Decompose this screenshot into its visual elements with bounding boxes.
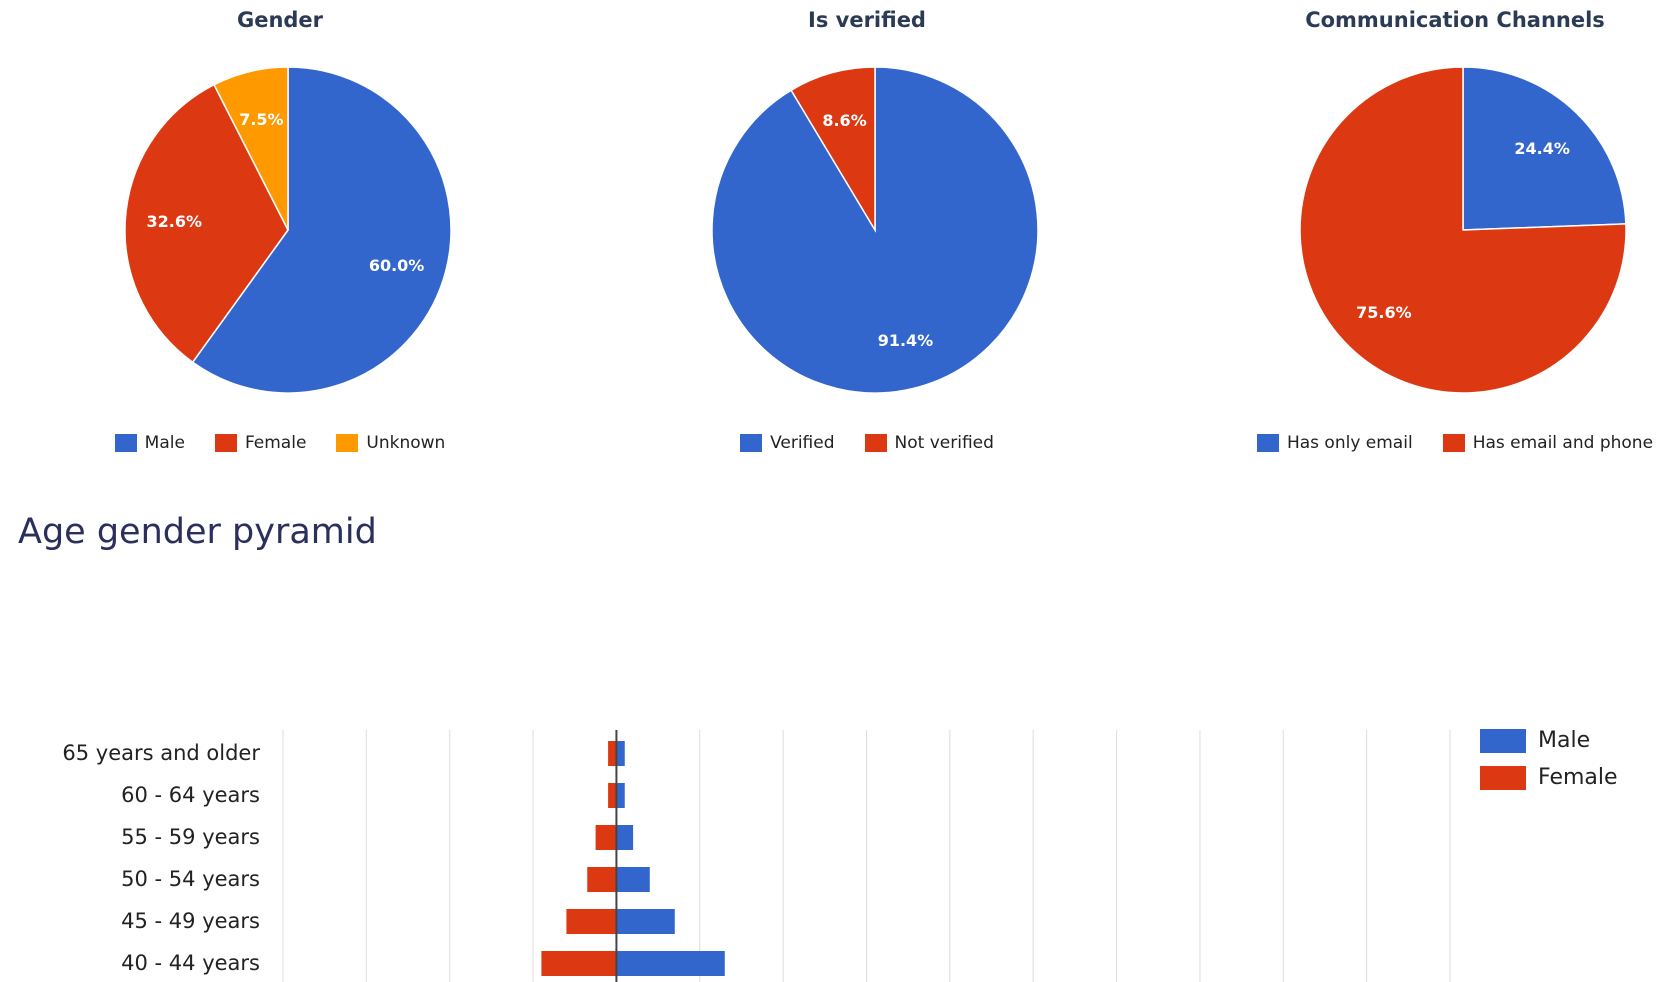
legend-item: Verified — [740, 433, 835, 453]
pie-slice-female — [124, 83, 289, 364]
pie-slice-has-only-email — [1462, 66, 1627, 231]
legend-swatch — [740, 434, 763, 452]
pie-slice-label: 8.6% — [822, 111, 866, 130]
legend-item: Male — [114, 433, 185, 453]
legend-swatch — [336, 434, 359, 452]
bar-male — [616, 909, 675, 934]
legend-swatch — [864, 434, 887, 452]
pie-slice-label: 60.0% — [369, 256, 425, 275]
legend-item-male: Male — [1480, 728, 1618, 753]
pie-chart-gender: Gender 60.0% 32.6% 7.5% Male Female Unknown — [0, 0, 560, 470]
legend-swatch — [214, 434, 237, 452]
bar-male — [616, 825, 634, 850]
bar-female — [608, 741, 617, 766]
pie-slice-label: 7.5% — [239, 110, 283, 129]
legend-swatch — [114, 434, 137, 452]
legend-item: Has email and phone — [1442, 433, 1654, 453]
legend-label: Not verified — [894, 433, 994, 453]
age-pyramid-chart: 65 years and older 60 - 64 years 55 - 59 y… — [62, 730, 1451, 982]
bar-male — [616, 951, 725, 976]
pie-svg: 24.4% 75.6% — [1299, 66, 1627, 394]
legend-label: Male — [1538, 728, 1591, 753]
pie-svg: 91.4% 8.6% — [711, 66, 1039, 394]
category-label: 55 - 59 years — [121, 825, 260, 849]
legend-label: Unknown — [366, 433, 446, 453]
bar-female — [541, 951, 617, 976]
pie-svg: 60.0% 32.6% 7.5% — [124, 66, 452, 394]
bar-female — [587, 867, 617, 892]
bar-male — [616, 783, 625, 808]
pie-chart-verified: Is verified 91.4% 8.6% Verified Not verifi… — [587, 0, 1147, 470]
legend-item: Unknown — [336, 433, 445, 453]
pie-slice-unknown — [213, 66, 289, 231]
bar-female — [566, 909, 617, 934]
category-label: 60 - 64 years — [121, 783, 260, 807]
pie-slice-label: 24.4% — [1514, 139, 1570, 158]
legend-swatch — [1442, 434, 1465, 452]
pie-chart-channels: Communication Channels 24.4% 75.6% Has on… — [1175, 0, 1680, 470]
legend-label: Has email and phone — [1472, 433, 1654, 453]
pie-slice-has-email-and-phone — [1299, 66, 1627, 394]
bar-male — [616, 867, 650, 892]
legend-label: Verified — [770, 433, 835, 453]
bar-female — [595, 825, 617, 850]
legend-item: Has only email — [1256, 433, 1413, 453]
category-label: 40 - 44 years — [121, 951, 260, 975]
category-label: 65 years and older — [62, 741, 260, 765]
legend-swatch — [1256, 434, 1279, 452]
category-label: 50 - 54 years — [121, 867, 260, 891]
pie-slice-label: 91.4% — [878, 331, 934, 350]
chart-title: Communication Channels — [1305, 8, 1605, 32]
legend-item: Not verified — [864, 433, 994, 453]
legend-item-female: Female — [1480, 765, 1618, 790]
chart-title: Gender — [236, 8, 324, 32]
chart-legend: Male Female Unknown — [0, 433, 560, 453]
chart-title: Is verified — [808, 8, 926, 32]
pyramid-legend: Male Female — [1480, 728, 1618, 802]
legend-item: Female — [214, 433, 307, 453]
legend-swatch — [1480, 765, 1526, 790]
chart-legend: Verified Not verified — [587, 433, 1147, 453]
bar-male — [616, 741, 625, 766]
bar-female — [608, 783, 617, 808]
legend-label: Male — [144, 433, 185, 453]
pie-slice-not-verified — [790, 66, 876, 233]
legend-label: Has only email — [1286, 433, 1413, 453]
pie-slice-male — [191, 66, 452, 394]
category-label: 45 - 49 years — [121, 909, 260, 933]
pie-slice-label: 32.6% — [146, 212, 202, 231]
legend-label: Female — [1538, 765, 1618, 790]
section-title: Age gender pyramid — [18, 512, 377, 552]
legend-swatch — [1480, 728, 1526, 753]
chart-legend: Has only email Has email and phone — [1175, 433, 1680, 453]
legend-label: Female — [244, 433, 307, 453]
pie-slice-label: 75.6% — [1356, 303, 1412, 322]
